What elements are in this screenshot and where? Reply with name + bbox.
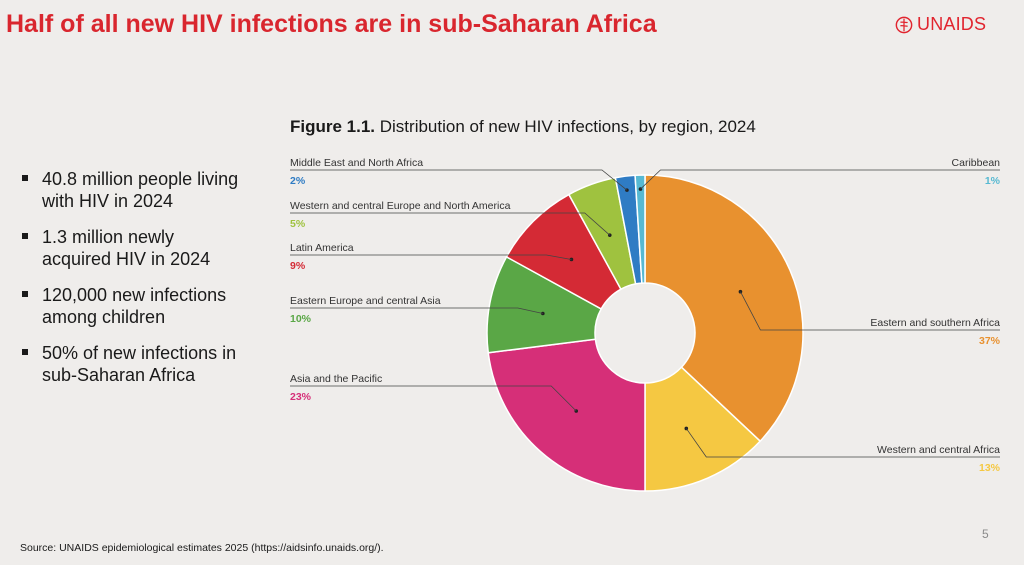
who-emblem-icon [895, 16, 913, 33]
slice-label: Latin America [290, 242, 354, 254]
bullet-square-icon [22, 291, 28, 297]
leader-line [290, 307, 543, 314]
page-number: 5 [982, 527, 989, 541]
slice-value-label: 23% [290, 391, 312, 403]
source-note: Source: UNAIDS epidemiological estimates… [20, 542, 384, 554]
donut-slice-asia-and-the-pacific [487, 338, 646, 492]
leader-line [290, 169, 628, 191]
slice-label: Asia and the Pacific [290, 373, 382, 385]
bullet-text: 50% of new infections in sub-Saharan Afr… [42, 343, 237, 385]
leader-line [290, 254, 572, 260]
leader-line [740, 291, 1000, 331]
figure-title-bold: Figure 1.1. [290, 117, 376, 136]
logo-text: UNAIDS [917, 14, 987, 34]
donut-slice-western-and-central-africa [644, 366, 762, 492]
bullet-item: 50% of new infections in sub-Saharan Afr… [22, 342, 242, 386]
slice-value-label: 37% [979, 335, 1001, 347]
slice-label: Western and central Africa [877, 444, 1000, 456]
slice-label: Middle East and North Africa [290, 157, 423, 169]
slice-value-label: 9% [290, 260, 306, 272]
leader-dot [569, 257, 574, 262]
bullet-square-icon [22, 175, 28, 181]
bullet-text: 1.3 million newly acquired HIV in 2024 [42, 227, 211, 269]
donut-slice-caribbean [634, 174, 646, 284]
slice-value-label: 5% [290, 218, 306, 230]
leader-line [685, 428, 1000, 458]
bullet-square-icon [22, 349, 28, 355]
slice-label: Western and central Europe and North Ame… [290, 200, 511, 212]
figure-title: Figure 1.1. Distribution of new HIV infe… [290, 117, 756, 137]
bullet-square-icon [22, 233, 28, 239]
bullet-item: 120,000 new infections among children [22, 284, 242, 328]
slice-label: Caribbean [952, 157, 1001, 169]
slice-value-label: 10% [290, 313, 312, 325]
slice-value-label: 1% [985, 175, 1001, 187]
leader-line [290, 212, 611, 236]
unaids-logo: UNAIDS [895, 14, 986, 35]
donut-slice-eastern-and-southern-africa [644, 174, 804, 443]
slide-title: Half of all new HIV infections are in su… [6, 10, 657, 38]
key-facts-list: 40.8 million people living with HIV in 2… [22, 168, 242, 400]
slice-value-label: 2% [290, 175, 306, 187]
slice-label: Eastern and southern Africa [870, 317, 1000, 329]
slice-value-label: 13% [979, 462, 1001, 474]
bullet-text: 40.8 million people living with HIV in 2… [42, 169, 239, 211]
figure-title-rest: Distribution of new HIV infections, by r… [375, 117, 756, 136]
bullet-item: 40.8 million people living with HIV in 2… [22, 168, 242, 212]
leader-line [640, 169, 1000, 190]
leader-line [290, 385, 577, 412]
bullet-item: 1.3 million newly acquired HIV in 2024 [22, 226, 242, 270]
slice-label: Eastern Europe and central Asia [290, 295, 441, 307]
bullet-text: 120,000 new infections among children [42, 285, 227, 327]
